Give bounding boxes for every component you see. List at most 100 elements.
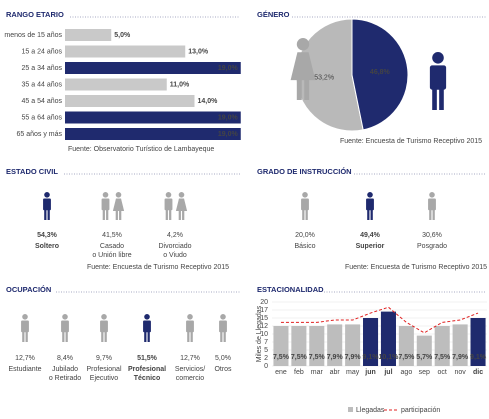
icon <box>144 314 150 320</box>
category-label: 15 a 24 años <box>22 48 63 55</box>
section-title: ESTADO CIVIL <box>6 167 58 176</box>
pie-slice <box>351 18 409 131</box>
percent: 12,7% <box>180 355 200 362</box>
icon <box>187 331 190 342</box>
percent: 5,0% <box>215 355 231 362</box>
bar <box>65 111 241 124</box>
icon <box>62 331 65 342</box>
participation-line <box>280 306 479 334</box>
item-label: Posgrado <box>417 243 447 250</box>
item-label: Casado <box>100 243 124 250</box>
bar <box>65 78 167 91</box>
value-label: 7,9% <box>327 354 344 361</box>
item-label: o Retirado <box>49 375 81 382</box>
x-tick-label: ago <box>401 369 413 376</box>
item-label: o Unión libre <box>92 252 131 259</box>
icon <box>220 314 226 320</box>
icon <box>101 331 104 342</box>
icon <box>219 320 227 333</box>
icon <box>302 192 308 198</box>
bar <box>452 324 468 366</box>
icon <box>101 198 110 211</box>
icon <box>44 209 47 220</box>
legend-label: participación <box>401 407 440 414</box>
bar <box>65 62 241 74</box>
icon <box>43 198 51 211</box>
icon <box>175 198 188 212</box>
category-label: 45 a 54 años <box>22 98 63 105</box>
x-tick-label: dic <box>473 369 483 376</box>
bar <box>65 45 186 58</box>
y-tick-label: 5 <box>264 347 268 354</box>
icon <box>301 198 309 211</box>
item-label: Otros <box>214 366 232 373</box>
item-label: Jubilado <box>52 366 78 373</box>
value-label: 5,7% <box>416 354 433 361</box>
item-label: Básico <box>294 243 315 250</box>
x-tick-label: sep <box>419 369 430 376</box>
x-tick-label: may <box>346 369 360 376</box>
category-label: 25 a 34 años <box>22 65 63 72</box>
value-label: 7,5% <box>309 354 326 361</box>
icon <box>44 192 50 198</box>
icon <box>164 198 173 211</box>
value-label: 46,8% <box>370 69 391 76</box>
icon <box>47 209 50 220</box>
bar <box>65 95 195 107</box>
icon <box>296 38 310 51</box>
y-tick-label: 15 <box>260 315 268 322</box>
item-label: Técnico <box>134 375 160 382</box>
category-label: 65 años y más <box>16 131 62 138</box>
value-label: 7,9% <box>345 354 362 361</box>
icon <box>186 320 194 333</box>
value-label: 10,1% <box>379 354 400 361</box>
item-label: Profesional <box>128 366 166 373</box>
value-label: 19,0% <box>218 65 239 72</box>
icon <box>22 331 25 342</box>
icon <box>302 209 305 220</box>
icon <box>61 320 69 333</box>
section-title: ESTACIONALIDAD <box>257 285 324 294</box>
y-tick-label: 17 <box>260 307 268 314</box>
value-label: 53,2% <box>314 75 334 82</box>
item-label: Divorciado <box>158 243 191 250</box>
icon <box>115 192 122 198</box>
icon <box>22 314 28 320</box>
value-label: 13,0% <box>188 48 209 55</box>
legend-label: Llegadas <box>356 407 385 414</box>
item-label: Servicios/ <box>175 366 205 373</box>
value-label: 5,0% <box>114 32 131 39</box>
bar <box>345 324 361 366</box>
bar <box>380 311 396 366</box>
bar <box>273 326 289 366</box>
item-label: Soltero <box>35 243 59 250</box>
icon <box>143 320 151 333</box>
percent: 30,6% <box>422 232 442 239</box>
value-label: 9,1% <box>363 354 380 361</box>
icon <box>370 209 373 220</box>
icon <box>182 209 185 220</box>
bar <box>65 29 112 41</box>
icon <box>290 52 316 81</box>
icon <box>112 198 125 212</box>
icon <box>187 314 193 320</box>
percent: 20,0% <box>295 232 315 239</box>
source: Fuente: Encuesta de Turismo Receptivo 20… <box>340 138 482 145</box>
source: Fuente: Observatorio Turístico de Lambay… <box>68 146 214 153</box>
icon <box>178 192 185 198</box>
category-label: 35 a 44 años <box>22 81 63 88</box>
icon <box>367 192 373 198</box>
y-tick-label: 20 <box>260 299 268 306</box>
percent: 12,7% <box>15 355 35 362</box>
icon <box>428 198 436 211</box>
y-tick-label: 7 <box>264 339 268 346</box>
icon <box>147 331 150 342</box>
value-label: 11,0% <box>170 81 190 88</box>
bar <box>309 326 325 366</box>
icon <box>367 209 370 220</box>
icon <box>432 52 444 64</box>
icon <box>165 192 172 198</box>
icon <box>432 209 435 220</box>
value-label: 7,5% <box>291 354 308 361</box>
